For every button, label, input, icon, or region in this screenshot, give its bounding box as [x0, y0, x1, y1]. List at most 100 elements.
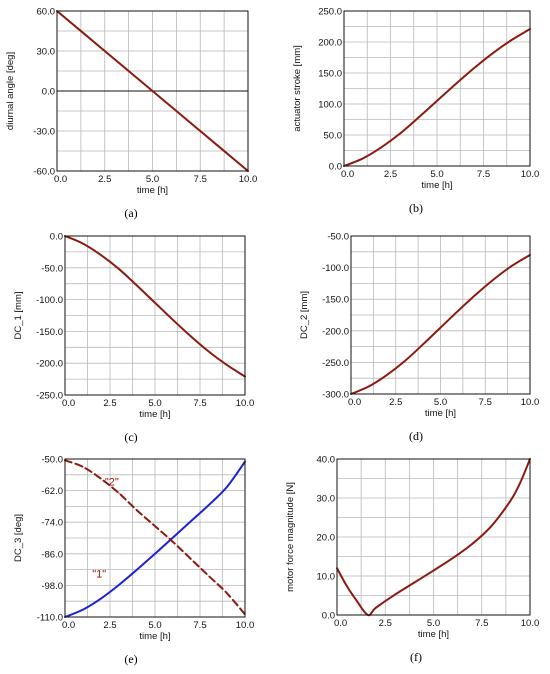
data-point [208, 504, 210, 506]
data-point [439, 327, 442, 329]
data-point [172, 541, 174, 543]
y-tick-label: -50.0 [327, 232, 349, 243]
y-tick-label: -150.0 [322, 295, 349, 306]
y-tick-label: -50.0 [41, 263, 63, 274]
y-tick-label: 150.0 [318, 69, 342, 80]
panel-caption: (f) [410, 650, 422, 664]
x-tick-label: 7.5 [477, 169, 490, 180]
x-tick-label: 2.5 [103, 620, 116, 631]
data-point [118, 492, 120, 494]
data-point [493, 278, 495, 280]
y-tick-label: 40.0 [317, 455, 336, 466]
y-tick-label: -74.0 [41, 518, 63, 529]
x-tick-label: 2.5 [379, 618, 392, 629]
y-tick-label: -250.0 [36, 391, 63, 402]
data-point [417, 117, 419, 119]
x-tick-label: 7.5 [193, 398, 206, 409]
data-point [413, 582, 415, 584]
data-point [100, 597, 102, 600]
data-point [511, 265, 513, 267]
data-point [490, 525, 492, 527]
data-point [190, 335, 192, 338]
panel-e: 0.0 2.5 5.0 7.5 10.0 -110.0 -98.0 -86.0 -74.0 -62… [13, 455, 254, 667]
data-point [404, 360, 406, 362]
data-point [457, 309, 459, 312]
plot-frame [343, 10, 531, 167]
x-tick-label: 0.0 [348, 397, 361, 408]
data-point [226, 364, 228, 366]
x-tick-label: 2.5 [98, 174, 111, 185]
x-tick-label: 0.0 [62, 620, 75, 631]
y-tick-label: 20.0 [317, 533, 336, 544]
data-point [394, 594, 396, 596]
panel-b: 0.0 2.5 5.0 7.5 10.0 0.0 50.0 100.0 150.0 200.0 25… [292, 7, 539, 216]
data-point [510, 499, 512, 501]
data-point [151, 90, 154, 92]
x-tick-label: 5.0 [430, 169, 443, 180]
y-tick-label: 100.0 [318, 100, 342, 111]
plot-frame [64, 235, 246, 396]
x-tick-label: 5.0 [148, 620, 161, 631]
x-tick-label: 2.5 [384, 169, 397, 180]
x-tick-label: 10.0 [521, 618, 540, 629]
y-tick-label: -150.0 [36, 327, 63, 338]
y-tick-label: 10.0 [317, 572, 336, 583]
y-axis-label: actuator stroke [mm] [292, 45, 303, 132]
x-tick-label: 10.0 [521, 397, 540, 408]
data-point [154, 525, 156, 527]
panel-c: 0.0 2.5 5.0 7.5 10.0 -250.0 -200.0 -150.0 -100.0… [13, 232, 254, 445]
data-point [432, 569, 435, 572]
series-annotation: "1" [92, 569, 106, 581]
x-axis-label: time [h] [421, 180, 452, 191]
data-point [436, 100, 438, 102]
panel-f: 0.0 2.5 5.0 7.5 10.0 0.0 10.0 20.0 30.0 40.0 time … [285, 455, 539, 665]
data-point [82, 609, 84, 611]
y-tick-label: 0.0 [50, 232, 63, 243]
data-point [510, 39, 512, 41]
data-point [475, 293, 477, 295]
panel-caption: (d) [409, 429, 423, 443]
data-point [208, 351, 210, 353]
y-tick-label: -300.0 [322, 390, 349, 401]
y-tick-label: -250.0 [322, 358, 349, 369]
grid [344, 11, 530, 166]
data-point [226, 486, 228, 488]
data-point [172, 319, 174, 321]
x-tick-label: 0.0 [341, 169, 354, 180]
x-tick-label: 7.5 [193, 620, 206, 631]
x-tick-label: 5.0 [434, 397, 447, 408]
data-point [172, 536, 174, 539]
y-axis-label: DC_1 [mm] [13, 291, 24, 339]
y-tick-label: -86.0 [41, 549, 63, 560]
data-point [226, 592, 228, 594]
plot-frame [56, 10, 249, 172]
data-point [100, 254, 102, 256]
data-point [452, 557, 454, 559]
x-tick-label: 2.5 [103, 398, 116, 409]
y-tick-label: -110.0 [37, 613, 63, 624]
panel-caption: (e) [124, 652, 137, 666]
y-tick-label: 50.0 [324, 131, 343, 142]
panel-caption: (a) [124, 206, 137, 220]
y-tick-label: 30.0 [37, 47, 56, 58]
x-axis-label: time [h] [139, 409, 170, 420]
y-tick-label: 30.0 [317, 494, 336, 505]
data-point [100, 478, 102, 480]
plot-frame [64, 458, 246, 618]
series-annotation: "2" [105, 476, 119, 488]
x-tick-label: 0.0 [334, 618, 347, 629]
x-axis-label: time [h] [139, 631, 170, 642]
x-axis-label: time [h] [137, 185, 168, 196]
x-tick-label: 7.5 [475, 618, 488, 629]
data-point [154, 302, 156, 304]
data-point [455, 83, 457, 85]
plot-frame [350, 235, 531, 395]
x-tick-label: 10.0 [236, 620, 255, 631]
data-point [104, 50, 106, 52]
x-tick-label: 0.0 [54, 174, 67, 185]
data-point [399, 133, 401, 135]
x-tick-label: 10.0 [521, 169, 540, 180]
data-point [136, 569, 138, 571]
data-point [136, 285, 138, 287]
